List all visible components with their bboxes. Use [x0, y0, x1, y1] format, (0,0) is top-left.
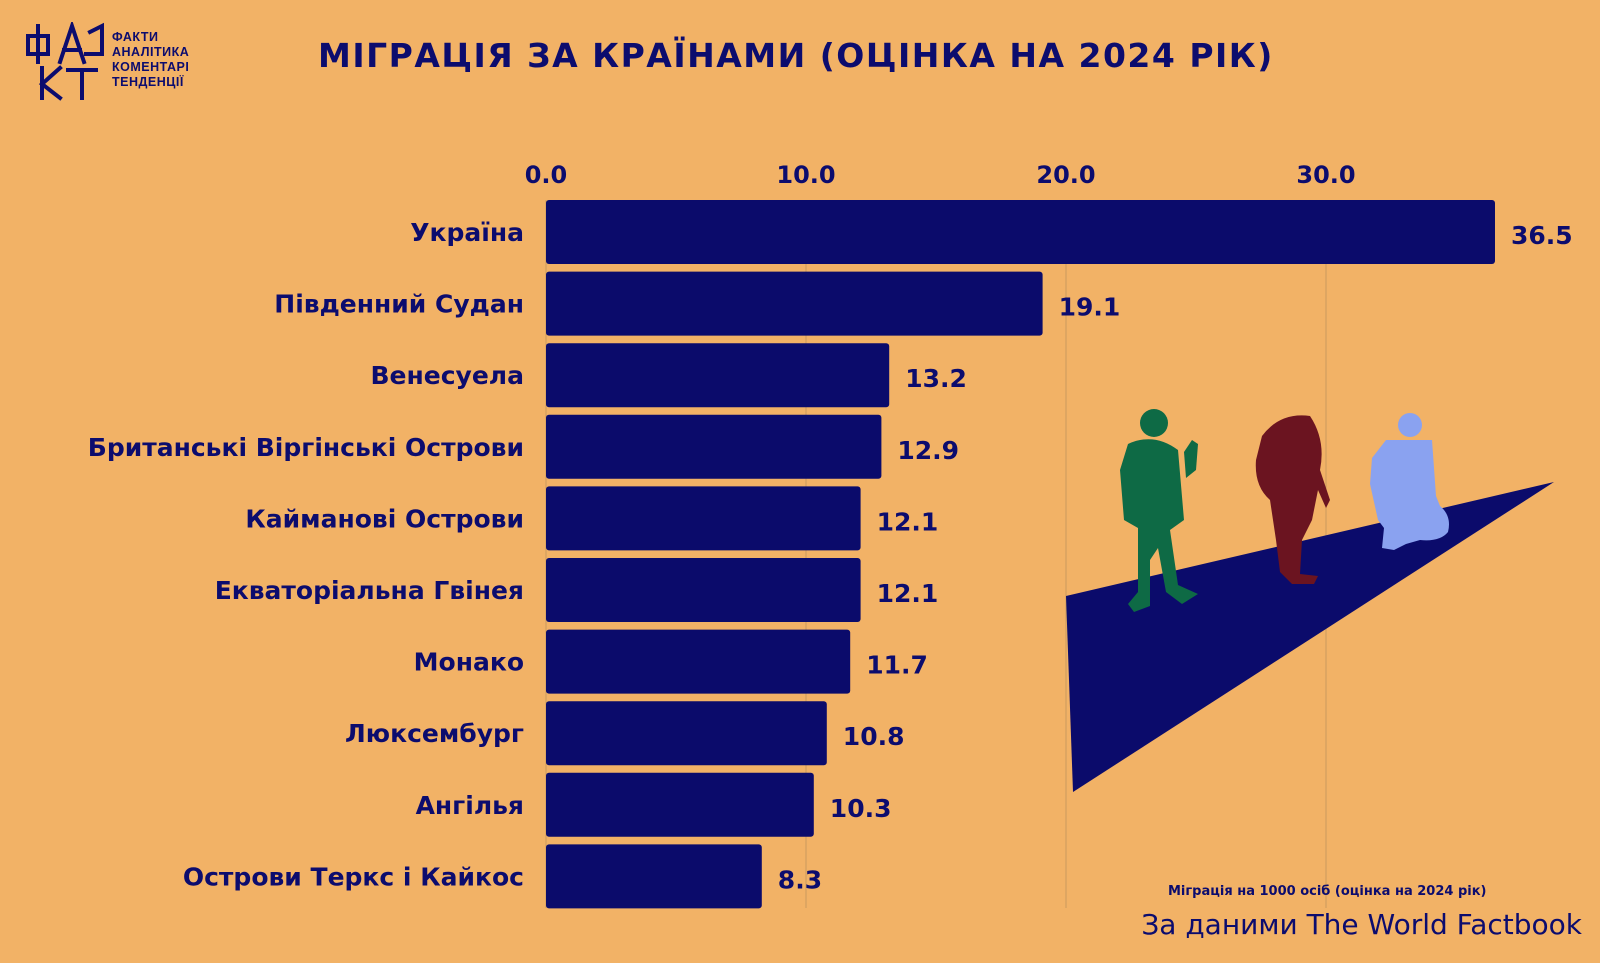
value-label: 10.3 [830, 794, 892, 823]
category-label: Люксембург [345, 719, 524, 748]
value-label: 11.7 [866, 651, 928, 680]
x-tick-label: 0.0 [525, 161, 568, 189]
logo-line-comments: КОМЕНТАРІ [112, 60, 190, 74]
logo-line-analytics: АНАЛІТИКА [112, 45, 190, 59]
fakt-logo [26, 22, 104, 101]
chart-title: МІГРАЦІЯ ЗА КРАЇНАМИ (ОЦІНКА НА 2024 РІК… [318, 36, 1274, 75]
migrant-red-icon [1255, 415, 1330, 584]
logo-line-facts: ФАКТИ [112, 30, 159, 44]
bar [546, 629, 851, 694]
value-label: 13.2 [905, 364, 967, 393]
bar [546, 343, 890, 408]
migration-illustration [1066, 409, 1554, 792]
bar [546, 701, 827, 766]
value-label: 12.1 [877, 507, 939, 536]
migrant-green-icon [1120, 409, 1198, 612]
value-label: 19.1 [1059, 293, 1121, 322]
category-label: Ангілья [416, 791, 524, 820]
bar [546, 558, 861, 622]
category-label: Кайманові Острови [245, 504, 524, 533]
bar [546, 772, 814, 837]
bar [546, 271, 1043, 336]
category-label: Україна [410, 218, 524, 247]
x-tick-label: 20.0 [1036, 161, 1095, 189]
logo-line-trends: ТЕНДЕНЦІЇ [112, 75, 184, 89]
category-label: Екваторіальна Гвінея [215, 576, 524, 605]
value-label: 12.9 [897, 436, 959, 465]
bars: Україна 36.5 Південний Судан 19.1 Венесуела 1… [88, 200, 1573, 909]
category-label: Острови Теркс і Кайкос [183, 862, 524, 891]
x-tick-label: 10.0 [776, 161, 835, 189]
value-label: 36.5 [1511, 221, 1573, 250]
bar [546, 844, 762, 909]
category-label: Монако [414, 648, 524, 677]
road-icon [1066, 482, 1554, 792]
value-label: 12.1 [877, 579, 939, 608]
bar [546, 200, 1495, 264]
axis-note: Міграція на 1000 осіб (оцінка на 2024 рі… [1168, 884, 1487, 899]
category-label: Венесуела [371, 361, 525, 390]
x-tick-label: 30.0 [1296, 161, 1355, 189]
bar [546, 486, 861, 551]
category-label: Південний Судан [274, 290, 524, 319]
category-label: Британські Віргінські Острови [88, 433, 524, 462]
bar [546, 414, 882, 479]
value-label: 8.3 [778, 865, 822, 894]
source-credit: За даними The World Factbook [1141, 908, 1582, 941]
value-label: 10.8 [843, 722, 905, 751]
migrant-blue-icon [1370, 413, 1449, 550]
logo-tagline: ФАКТИ АНАЛІТИКА КОМЕНТАРІ ТЕНДЕНЦІЇ [112, 30, 189, 90]
x-axis: 0.0 10.0 20.0 30.0 [525, 161, 1356, 189]
